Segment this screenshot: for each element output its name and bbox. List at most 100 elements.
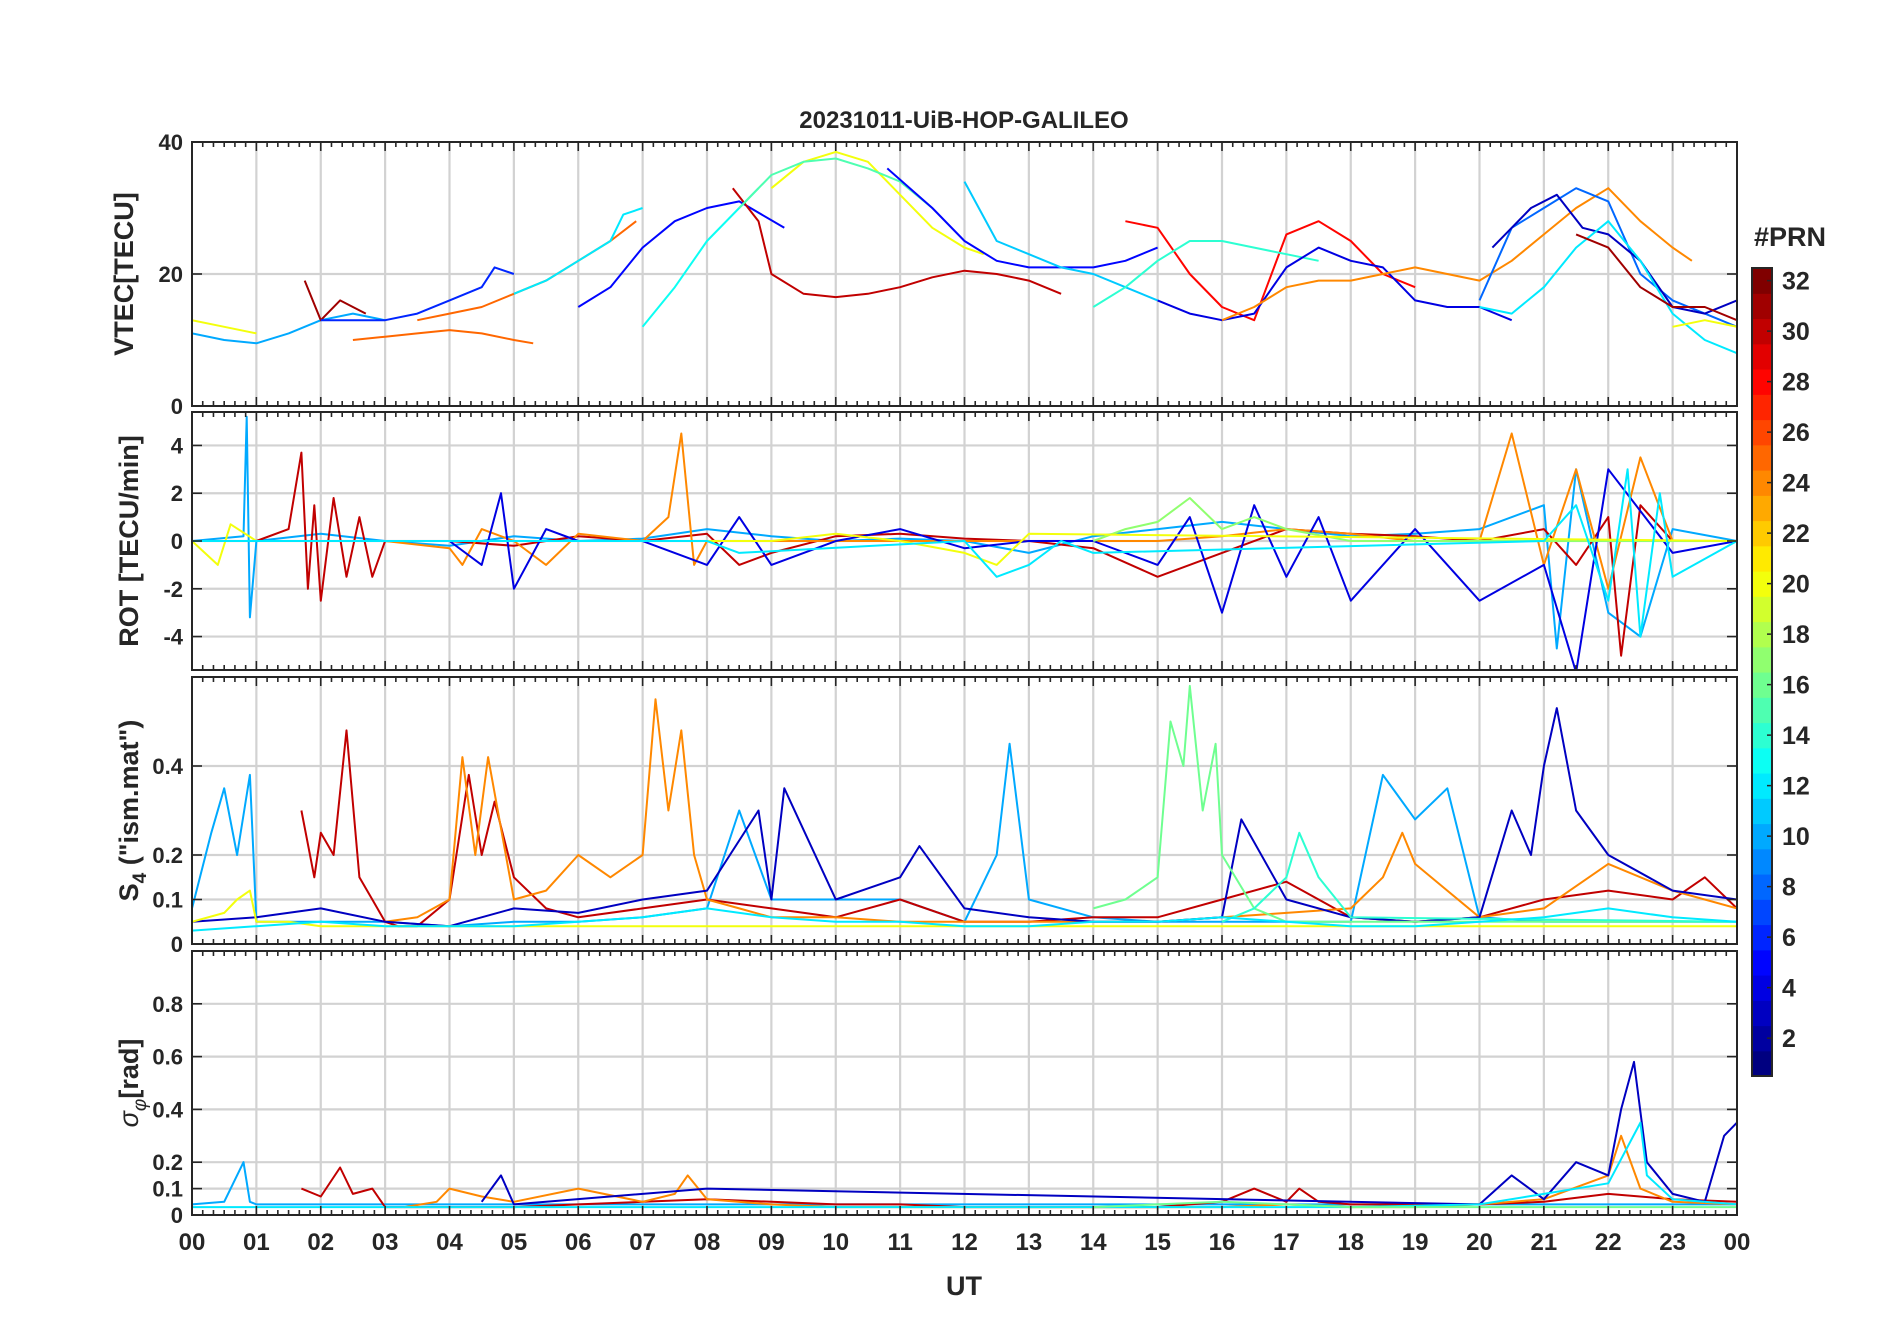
x-tick-label: 18 — [1337, 1229, 1364, 1256]
colorbar-segment — [1752, 924, 1772, 951]
x-tick-label: 05 — [501, 1229, 528, 1256]
colorbar-tick-label: 10 — [1782, 823, 1810, 851]
x-tick-label: 06 — [565, 1229, 592, 1256]
x-tick-label: 16 — [1209, 1229, 1236, 1256]
colorbar-tick-label: 18 — [1782, 621, 1810, 649]
colorbar-segment — [1752, 343, 1772, 370]
series-vtec-prn8-18 — [1478, 187, 1737, 328]
panel-s4-ytick-label: 0.1 — [152, 888, 183, 913]
colorbar-segment — [1752, 949, 1772, 976]
panel-sigma-ytick-label: 0.2 — [152, 1150, 183, 1175]
panel-vtec-frame — [191, 141, 1738, 407]
panel-rot-series — [192, 415, 1737, 670]
panel-vtec-ytick-label: 20 — [159, 262, 183, 287]
panel-vtec-series — [192, 150, 1737, 355]
series-sigma-prn3-3 — [480, 1060, 1737, 1206]
colorbar-segment — [1752, 1000, 1772, 1027]
colorbar-tick-label: 26 — [1782, 419, 1810, 447]
panel-rot-ytick-label: 2 — [171, 481, 183, 506]
panel-rot-ytick-label: 0 — [171, 529, 183, 554]
series-rot-prn30-1 — [192, 451, 1737, 657]
series-vtec-prn15-11 — [738, 157, 933, 209]
panel-vtec-ytick-label: 0 — [171, 394, 183, 419]
series-vtec-prn4-16 — [1157, 246, 1513, 322]
series-vtec-prn14-15 — [1092, 240, 1319, 308]
panel-sigma: 00.10.2 0.4 0.6 0.8σφ[rad] — [114, 950, 1738, 1228]
x-tick-label: 00 — [1724, 1229, 1751, 1256]
x-tick-label: 19 — [1402, 1229, 1429, 1256]
x-tick-label: 12 — [951, 1229, 978, 1256]
colorbar-segment — [1752, 773, 1772, 799]
chart-title: 20231011-UiB-HOP-GALILEO — [799, 107, 1128, 134]
panel-s4-ylabel: S4 ("ism.mat") — [114, 720, 151, 902]
colorbar-segment — [1752, 495, 1772, 522]
colorbar-segment — [1752, 823, 1772, 850]
colorbar-tick-label: 12 — [1782, 773, 1810, 801]
panel-rot-ytick-label: -4 — [163, 625, 183, 650]
x-tick-label: 10 — [822, 1229, 849, 1256]
colorbar-segment — [1752, 470, 1772, 496]
series-vtec-prn20-1 — [192, 319, 257, 335]
x-tick-label: 20 — [1466, 1229, 1493, 1256]
x-tick-label: 23 — [1659, 1229, 1686, 1256]
series-vtec-prn20-10 — [770, 150, 985, 256]
colorbar-segment — [1752, 646, 1772, 673]
colorbar-segment — [1752, 848, 1772, 875]
colorbar-segment — [1752, 621, 1772, 648]
colorbar-label: #PRN — [1754, 222, 1826, 252]
panel-sigma-ytick-label: 0.6 — [152, 1045, 183, 1070]
colorbar-segment — [1752, 520, 1772, 547]
colorbar-segment — [1752, 596, 1772, 623]
x-tick-label: 14 — [1080, 1229, 1107, 1256]
x-tick-label: 21 — [1531, 1229, 1558, 1256]
panel-rot-frame — [191, 411, 1738, 671]
colorbar-tick-label: 4 — [1782, 975, 1796, 1003]
series-s4-prn12-7 — [192, 907, 1737, 932]
series-vtec-prn30-9 — [732, 187, 1062, 299]
series-vtec-prn5-7 — [577, 200, 785, 308]
colorbar-tick-label: 32 — [1782, 268, 1810, 296]
colorbar-segment — [1752, 1050, 1772, 1077]
x-tick-label: 15 — [1144, 1229, 1171, 1256]
x-tick-label: 02 — [307, 1229, 334, 1256]
colorbar-segment — [1752, 672, 1772, 698]
colorbar-segment — [1752, 899, 1772, 926]
panel-vtec-ytick-label: 40 — [159, 130, 183, 155]
panel-rot-ytick-label: -2 — [163, 577, 183, 602]
x-tick-label: 01 — [243, 1229, 270, 1256]
series-vtec-prn6-4 — [320, 266, 515, 322]
x-tick-label: 07 — [629, 1229, 656, 1256]
colorbar-segment — [1752, 571, 1772, 597]
series-vtec-prn12-20 — [1479, 220, 1737, 355]
panel-sigma-frame — [191, 950, 1738, 1216]
colorbar-segment — [1752, 268, 1772, 294]
x-axis-label: UT — [946, 1271, 982, 1301]
colorbar-segment — [1752, 369, 1772, 395]
series-vtec-prn31-2 — [303, 280, 367, 322]
x-tick-label: 13 — [1016, 1229, 1043, 1256]
colorbar-segment — [1752, 1025, 1772, 1052]
colorbar-tick-label: 22 — [1782, 520, 1810, 548]
colorbar-segment — [1752, 722, 1772, 749]
panel-sigma-ytick-label: 0 — [171, 1203, 183, 1228]
colorbar-tick-label: 6 — [1782, 924, 1796, 952]
series-s4-prn16-4 — [1093, 684, 1737, 923]
x-tick-label: 00 — [179, 1229, 206, 1256]
colorbar-segment — [1752, 545, 1772, 572]
x-tick-label: 04 — [436, 1229, 463, 1256]
series-vtec-prn25-3 — [352, 329, 534, 345]
panel-sigma-ytick-label: 0.4 — [152, 1097, 183, 1122]
panel-s4-series — [192, 684, 1737, 932]
colorbar-tick-label: 30 — [1782, 318, 1810, 346]
colorbar-tick-label: 20 — [1782, 571, 1810, 599]
panel-vtec: 0 20 40 VTEC[TECU] — [109, 130, 1738, 419]
series-vtec-prn5-12 — [886, 167, 1158, 269]
colorbar-tick-label: 2 — [1782, 1025, 1796, 1053]
panel-s4: 0 0.1 0.2 0.4S4 ("ism.mat") — [114, 676, 1738, 957]
series-vtec-prn20-22 — [1672, 319, 1737, 328]
series-vtec-prn3-19 — [1491, 193, 1737, 315]
series-vtec-prn24-17 — [1221, 187, 1693, 322]
